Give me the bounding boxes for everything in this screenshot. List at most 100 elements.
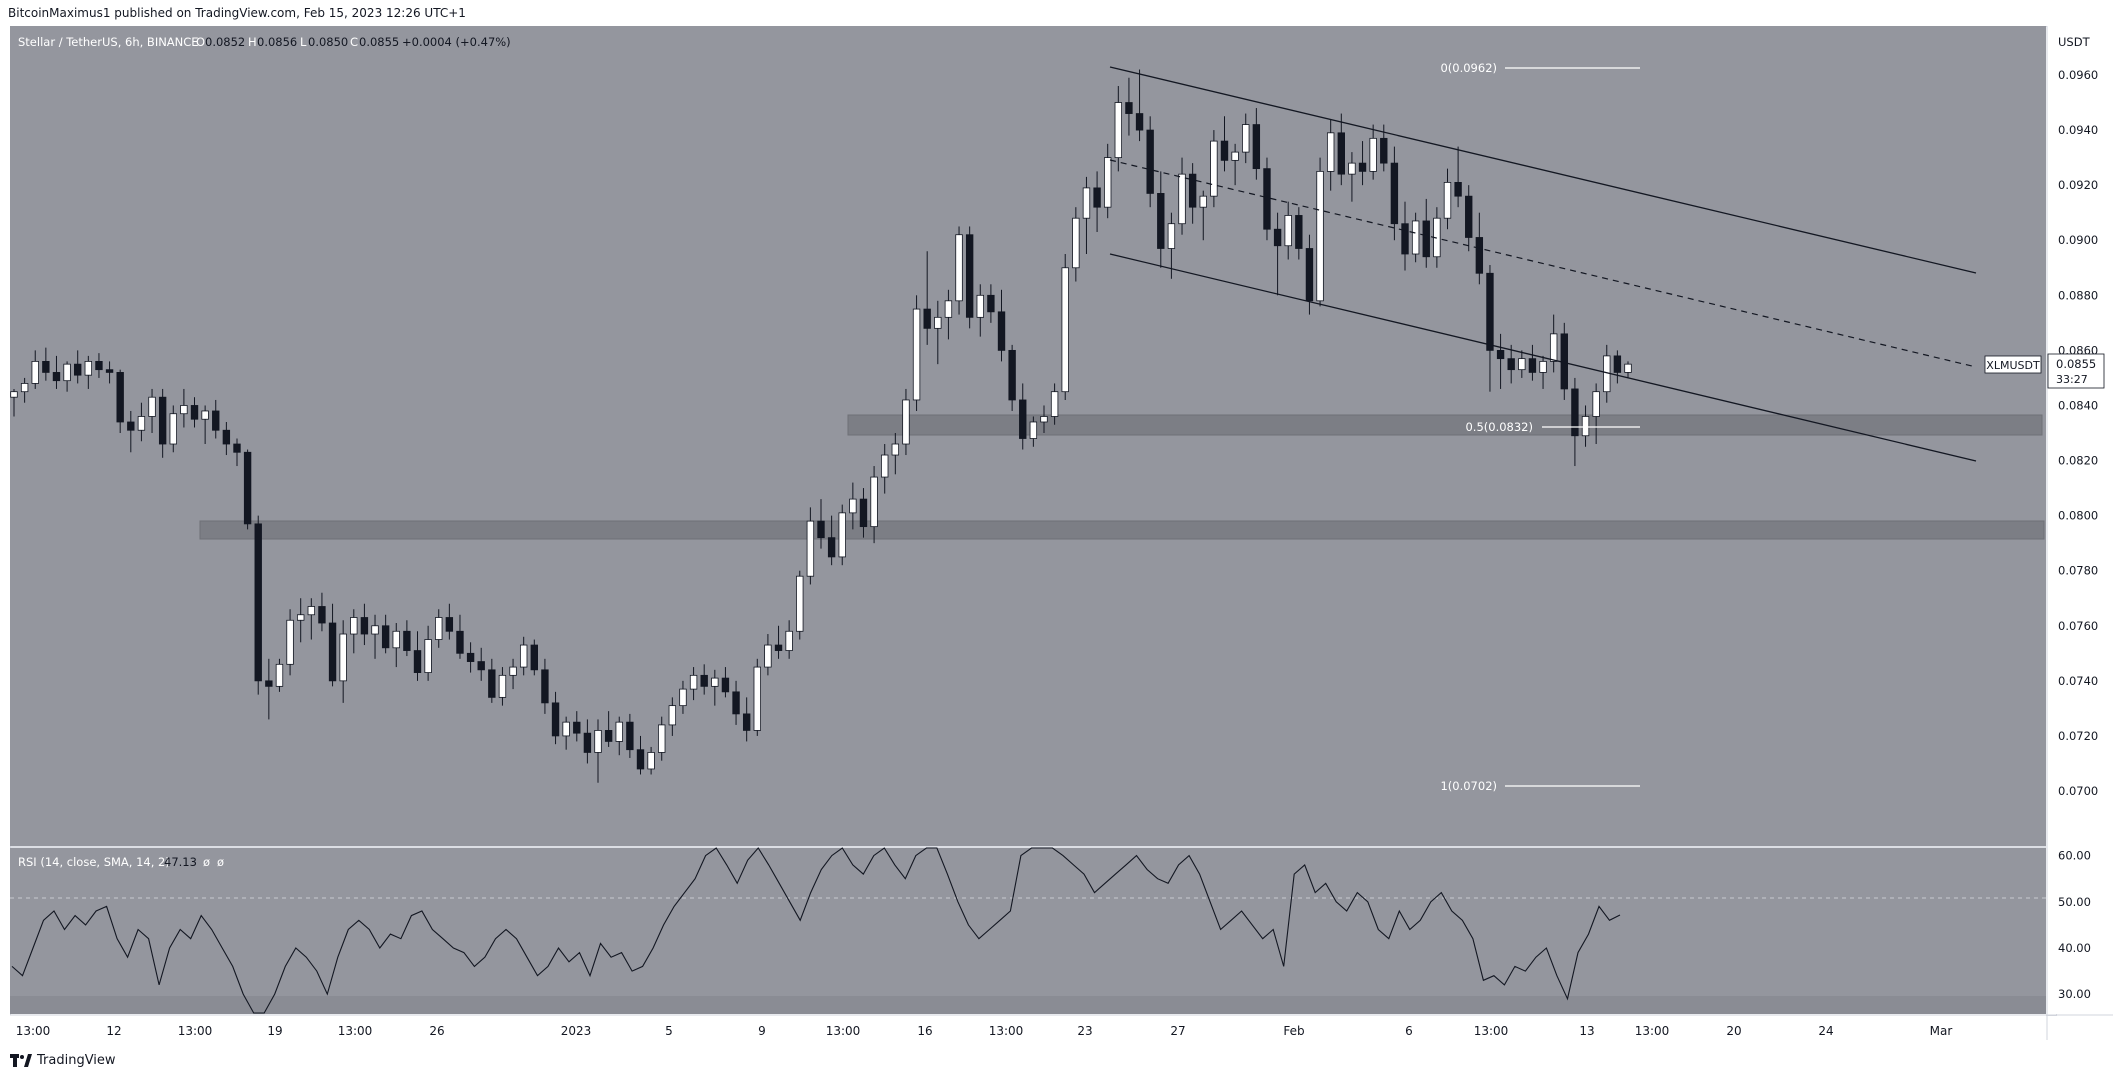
- candle-down: [403, 630, 411, 651]
- candle-up: [286, 619, 294, 665]
- candle-down: [604, 730, 613, 742]
- candle-up: [137, 416, 146, 431]
- candle-down: [541, 669, 549, 704]
- candle-up: [350, 617, 358, 635]
- candle-down: [1337, 132, 1345, 175]
- candle-up: [838, 512, 846, 558]
- candle-up: [392, 630, 400, 649]
- candle-up: [1242, 124, 1250, 153]
- candle-up: [668, 705, 677, 726]
- candle-up: [658, 724, 666, 753]
- candle-up: [84, 360, 93, 376]
- rsi-value: 47.13: [164, 855, 197, 869]
- candle-up: [870, 476, 878, 528]
- time-tick-label: 13:00: [1474, 1024, 1509, 1038]
- candle-down: [1358, 162, 1367, 172]
- time-tick-label: 9: [758, 1024, 766, 1038]
- candle-down: [413, 650, 422, 673]
- time-tick-label: 13:00: [178, 1024, 213, 1038]
- time-tick-label: 13:00: [16, 1024, 51, 1038]
- candle-up: [689, 674, 698, 690]
- candle-down: [212, 410, 220, 431]
- candle-down: [1295, 215, 1303, 249]
- price-tick-label: 0.0700: [2058, 784, 2098, 798]
- candle-up: [934, 316, 942, 329]
- candle-up: [785, 630, 793, 651]
- candle-up: [955, 234, 963, 302]
- candle-down: [583, 732, 592, 753]
- candle-down: [700, 674, 708, 687]
- candle-up: [594, 730, 602, 753]
- candle-down: [318, 606, 326, 624]
- rsi-tick-label: 50.00: [2058, 895, 2091, 909]
- candle-down: [1496, 349, 1505, 360]
- candle-up: [424, 639, 432, 673]
- candle-up: [1326, 132, 1335, 172]
- candle-down: [1188, 173, 1197, 208]
- rsi-axis-ticks: 60.00 50.00 40.00 30.00: [2058, 849, 2091, 1002]
- symbol-tag: [1984, 355, 2042, 374]
- high-value: 0.0856: [257, 35, 297, 49]
- candle-up: [1104, 157, 1112, 208]
- price-axis-ticks[interactable]: 0.09600.09400.09200.09000.08800.08600.08…: [2058, 68, 2098, 798]
- time-tick-label: 5: [665, 1024, 673, 1038]
- candle-down: [477, 661, 485, 671]
- time-tick-label: 13:00: [826, 1024, 861, 1038]
- candle-up: [1050, 391, 1059, 417]
- candle-up: [1549, 333, 1558, 362]
- candle-down: [95, 360, 103, 371]
- price-tick-label: 0.0920: [2058, 178, 2098, 192]
- time-axis-ticks[interactable]: 13:00 12 13:00 19 13:00 26 2023 5 9 13:00 16 13:00 2…: [16, 1024, 1953, 1038]
- candle-down: [636, 749, 645, 770]
- candle-up: [849, 498, 857, 514]
- candle-up: [1178, 173, 1186, 225]
- fib-0-label: 0(0.0962): [1440, 61, 1497, 75]
- candle-up: [509, 666, 517, 676]
- candle-up: [1581, 416, 1590, 437]
- candle-up: [1114, 102, 1123, 159]
- candle-up: [1316, 170, 1324, 302]
- footer[interactable]: TradingView: [10, 1053, 116, 1068]
- candle-down: [530, 644, 538, 671]
- candle-up: [31, 360, 39, 384]
- candle-up: [1443, 181, 1452, 219]
- candle-down: [445, 617, 454, 632]
- candle-up: [519, 644, 528, 668]
- candle-up: [1592, 391, 1600, 417]
- candle-down: [1465, 195, 1473, 238]
- candle-down: [1125, 102, 1133, 114]
- rsi-tick-label: 60.00: [2058, 849, 2091, 863]
- candle-up: [371, 625, 379, 635]
- candle-up: [498, 674, 507, 698]
- candle-down: [817, 520, 825, 539]
- candle-down: [105, 369, 114, 373]
- candle-down: [997, 311, 1006, 351]
- symbol-legend[interactable]: Stellar / TetherUS, 6h, BINANCE O 0.0852…: [18, 35, 511, 49]
- time-tick-label: 16: [917, 1024, 932, 1038]
- symbol-title: Stellar / TetherUS, 6h, BINANCE: [18, 35, 199, 49]
- candle-down: [827, 537, 836, 558]
- candle-down: [1422, 220, 1430, 258]
- rsi-legend[interactable]: RSI (14, close, SMA, 14, 2) 47.13 ø ø: [18, 855, 224, 869]
- price-tick-label: 0.0840: [2058, 398, 2098, 412]
- candle-down: [52, 372, 61, 382]
- price-tick-label: 0.0800: [2058, 509, 2098, 523]
- candle-up: [20, 383, 29, 393]
- candle-up: [1082, 187, 1091, 219]
- candle-down: [1528, 358, 1537, 373]
- time-axis-bg: [10, 1015, 2046, 1040]
- candle-up: [1072, 217, 1080, 269]
- channel-upper-line: [1109, 66, 1977, 274]
- candle-up: [753, 666, 761, 731]
- candle-up: [275, 663, 284, 687]
- candle-up: [562, 721, 570, 737]
- candle-down: [732, 691, 740, 715]
- rsi-lower-band: [10, 996, 2046, 1014]
- candle-down: [721, 677, 730, 693]
- rsi-tick-label: 30.00: [2058, 987, 2091, 1001]
- last-price-tag: [2047, 353, 2105, 389]
- candle-up: [976, 294, 984, 318]
- candle-down: [1571, 388, 1579, 437]
- time-tick-label: 19: [267, 1024, 282, 1038]
